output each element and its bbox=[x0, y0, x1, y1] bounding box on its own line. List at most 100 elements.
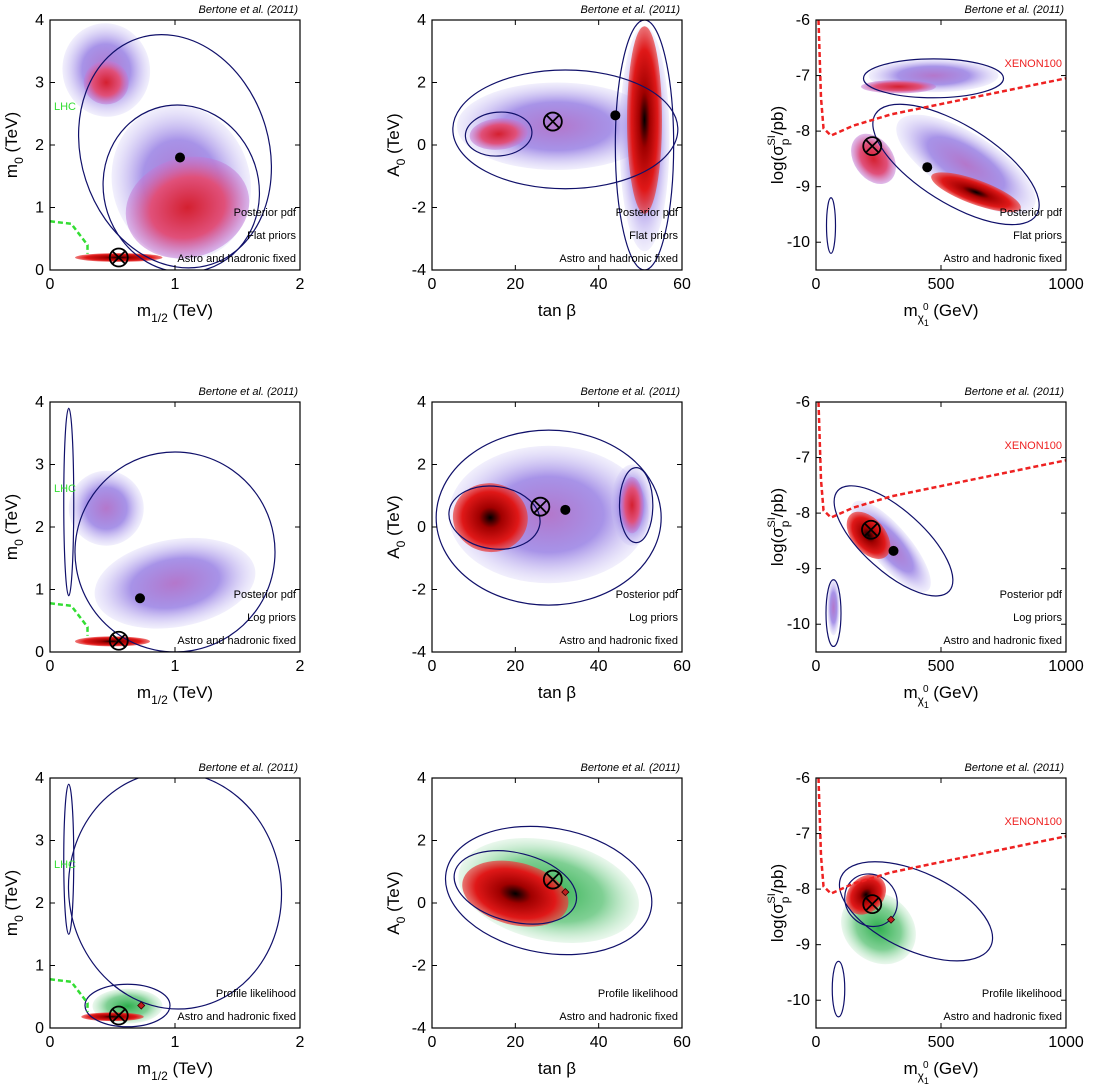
density-region bbox=[620, 477, 644, 534]
credit-label: Bertone et al. (2011) bbox=[581, 386, 681, 398]
panel-annotation: Astro and hadronic fixed bbox=[943, 1011, 1062, 1023]
plot-area bbox=[816, 778, 1066, 1028]
limit-label: XENON100 bbox=[1005, 816, 1062, 828]
y-tick-label: -4 bbox=[412, 644, 426, 661]
panel-annotation: Flat priors bbox=[629, 230, 678, 242]
y-tick-label: 4 bbox=[35, 12, 44, 29]
panel-annotation: Astro and hadronic fixed bbox=[177, 1011, 296, 1023]
x-tick-label: 0 bbox=[812, 276, 821, 293]
subplot-1-1: 0 20 40 60 -4 -2 0 2 4 Bertone et al. (2011) Poste… bbox=[384, 386, 691, 702]
panel-annotation: Posterior pdf bbox=[616, 589, 679, 601]
plot-area bbox=[432, 402, 682, 652]
plot-area bbox=[50, 778, 300, 1028]
density-region bbox=[827, 579, 840, 636]
x-tick-label: 500 bbox=[928, 1034, 955, 1051]
density-region bbox=[452, 483, 528, 553]
x-tick-label: 0 bbox=[812, 1034, 821, 1051]
x-tick-label: 60 bbox=[673, 1034, 691, 1051]
density-region bbox=[851, 133, 896, 185]
credit-label: Bertone et al. (2011) bbox=[581, 4, 681, 16]
y-tick-label: 0 bbox=[35, 262, 44, 279]
y-tick-label: -6 bbox=[796, 770, 810, 787]
credit-label: Bertone et al. (2011) bbox=[965, 4, 1065, 16]
y-axis-label: m0 (TeV) bbox=[2, 112, 26, 178]
panel-annotation: Log priors bbox=[1013, 612, 1062, 624]
credible-contour bbox=[838, 861, 994, 962]
y-axis-label: log(σpSI/pb) bbox=[766, 488, 792, 566]
x-tick-label: 1000 bbox=[1048, 658, 1084, 675]
subplot-1-0: 0 1 2 0 1 2 3 4 Bertone et al. (2011) Posterior p… bbox=[2, 386, 305, 707]
x-tick-label: 40 bbox=[590, 1034, 608, 1051]
x-tick-label: 1000 bbox=[1048, 276, 1084, 293]
subplot-2-0: 0 1 2 0 1 2 3 4 Bertone et al. (2011) Profile lik… bbox=[2, 762, 305, 1083]
x-axis-label: m1/2 (TeV) bbox=[137, 1059, 213, 1083]
density-region bbox=[94, 537, 256, 629]
x-tick-label: 0 bbox=[428, 276, 437, 293]
plot-area bbox=[816, 20, 1066, 270]
x-tick-label: 1 bbox=[171, 276, 180, 293]
x-axis-label: m1/2 (TeV) bbox=[137, 301, 213, 325]
y-tick-label: 4 bbox=[417, 12, 426, 29]
y-tick-label: -10 bbox=[787, 616, 810, 633]
y-tick-label: -10 bbox=[787, 992, 810, 1009]
credible-contour bbox=[444, 825, 653, 956]
credit-label: Bertone et al. (2011) bbox=[965, 762, 1065, 774]
y-axis-label: m0 (TeV) bbox=[2, 494, 26, 560]
subplot-1-2: 0 500 1000 -10 -9 -8 -7 -6 Bertone et al. (2011)… bbox=[766, 386, 1084, 710]
y-tick-label: 0 bbox=[35, 1020, 44, 1037]
y-tick-label: -8 bbox=[796, 881, 810, 898]
y-tick-label: 1 bbox=[35, 958, 44, 975]
y-tick-label: -9 bbox=[796, 179, 810, 196]
plot-area bbox=[432, 778, 682, 1028]
x-tick-label: 40 bbox=[590, 658, 608, 675]
exclusion-limit-curve bbox=[817, 778, 1066, 896]
best-fit-point bbox=[861, 519, 881, 540]
panel-annotation: Astro and hadronic fixed bbox=[177, 253, 296, 265]
subplot-0-0: 0 1 2 0 1 2 3 4 Bertone et al. (2011) Posterior p… bbox=[2, 4, 305, 325]
y-tick-label: 0 bbox=[417, 519, 426, 536]
y-tick-label: 0 bbox=[35, 644, 44, 661]
posterior-mean-point bbox=[888, 545, 899, 556]
panel-annotation: Log priors bbox=[629, 612, 678, 624]
y-tick-label: 4 bbox=[417, 770, 426, 787]
exclusion-limit-curve bbox=[817, 402, 1066, 520]
x-axis-label: mχ10 (GeV) bbox=[903, 301, 978, 328]
credible-contour bbox=[67, 778, 283, 1010]
x-axis-label: tan β bbox=[538, 301, 576, 320]
y-tick-label: -4 bbox=[412, 1020, 426, 1037]
y-axis-label: log(σpSI/pb) bbox=[766, 864, 792, 942]
y-tick-label: 3 bbox=[35, 457, 44, 474]
y-axis-label: m0 (TeV) bbox=[2, 870, 26, 936]
x-tick-label: 500 bbox=[928, 276, 955, 293]
plot-area bbox=[432, 20, 682, 270]
x-tick-label: 2 bbox=[296, 658, 305, 675]
x-tick-label: 0 bbox=[428, 658, 437, 675]
posterior-mean-point bbox=[886, 915, 896, 924]
subplot-2-1: 0 20 40 60 -4 -2 0 2 4 Bertone et al. (2011) Profi… bbox=[384, 762, 691, 1078]
best-fit-point bbox=[108, 247, 129, 268]
credible-contour bbox=[453, 850, 578, 925]
y-tick-label: 2 bbox=[417, 833, 426, 850]
limit-label: XENON100 bbox=[1005, 58, 1062, 70]
y-tick-label: -7 bbox=[796, 450, 810, 467]
best-fit-point bbox=[862, 894, 883, 915]
panel-annotation: Profile likelihood bbox=[982, 988, 1062, 1000]
y-tick-label: 0 bbox=[417, 895, 426, 912]
y-tick-label: 2 bbox=[35, 895, 44, 912]
density-region bbox=[627, 26, 662, 214]
y-tick-label: 1 bbox=[35, 200, 44, 217]
posterior-mean-point bbox=[561, 887, 570, 897]
y-tick-label: 0 bbox=[417, 137, 426, 154]
x-tick-label: 60 bbox=[673, 658, 691, 675]
plot-area bbox=[50, 402, 300, 652]
panel-annotation: Flat priors bbox=[1013, 230, 1062, 242]
subplot-2-2: 0 500 1000 -10 -9 -8 -7 -6 Bertone et al. (2011)… bbox=[766, 762, 1084, 1084]
x-tick-label: 500 bbox=[928, 658, 955, 675]
posterior-mean-point bbox=[175, 152, 185, 163]
best-fit-point bbox=[530, 496, 551, 517]
density-region bbox=[469, 118, 528, 150]
x-tick-label: 20 bbox=[506, 658, 524, 675]
y-tick-label: 2 bbox=[417, 75, 426, 92]
credible-contour bbox=[614, 20, 675, 270]
posterior-mean-point bbox=[560, 504, 571, 515]
